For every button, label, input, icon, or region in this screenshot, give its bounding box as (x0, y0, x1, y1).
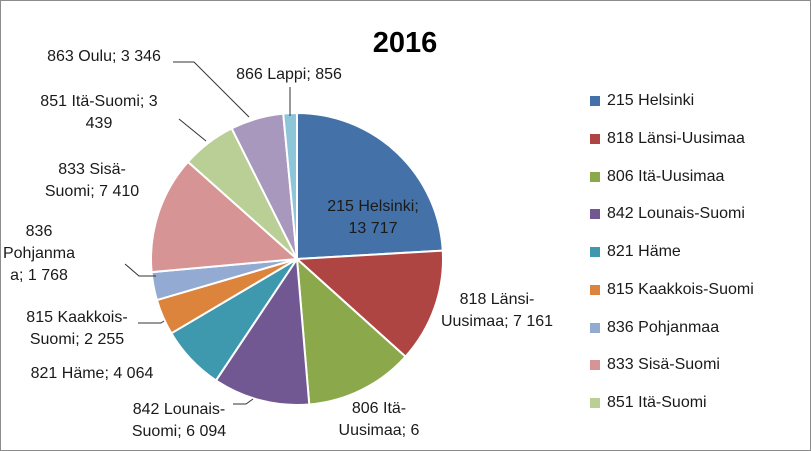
legend-label: 815 Kaakkois-Suomi (607, 280, 754, 298)
legend-label: 851 Itä-Suomi (607, 394, 707, 411)
data-label-806-ita-uusimaa: 806 Itä-Uusimaa; 6 (339, 400, 420, 439)
data-labels: 215 Helsinki; 13 717 818 Länsi-Uusimaa; 7 … (3, 48, 553, 440)
legend-item-851-ita-suomi: 851 Itä-Suomi (590, 391, 707, 415)
data-label-833-sisa-suomi: 833 Sisä-Suomi; 7 410 (45, 161, 139, 200)
legend-swatch (590, 209, 600, 220)
slice-842-lounais-suomi (214, 256, 311, 406)
chart-title: 2016 (373, 27, 438, 59)
legend-item-836-pohjanmaa: 836 Pohjanmaa (590, 316, 719, 340)
leader-line-842-lounais-suomi (233, 398, 254, 405)
legend-swatch (590, 133, 600, 144)
slice-833-sisa-suomi (150, 160, 300, 274)
data-label-215-helsinki: 215 Helsinki; 13 717 (327, 198, 419, 237)
data-label-851-ita-suomi: 851 Itä-Suomi; 3 439 (40, 93, 158, 132)
leader-lines (124, 61, 291, 405)
legend-item-815-kaakkois-suomi: 815 Kaakkois-Suomi (590, 278, 754, 302)
leader-line-863-oulu (173, 61, 250, 118)
data-label-818-lansi-uusimaa: 818 Länsi-Uusimaa; 7 161 (441, 291, 553, 330)
legend-item-833-sisa-suomi: 833 Sisä-Suomi (590, 353, 720, 377)
legend-swatch (590, 284, 600, 295)
data-label-842-lounais-suomi: 842 Lounais-Suomi; 6 094 (132, 401, 226, 440)
slice-215-helsinki (296, 111, 444, 261)
legend-label: 833 Sisä-Suomi (607, 356, 720, 374)
legend-label: 806 Itä-Uusimaa (607, 167, 725, 185)
legend-item-818-lansi-uusimaa: 818 Länsi-Uusimaa (590, 127, 745, 151)
data-label-866-lappi: 866 Lappi; 856 (236, 66, 342, 83)
data-label-821-hame: 821 Häme; 4 064 (31, 365, 154, 382)
legend-swatch (590, 322, 600, 333)
pie-slices (150, 111, 444, 406)
legend-item-842-lounais-suomi: 842 Lounais-Suomi (590, 202, 745, 226)
leader-line-815-kaakkois-suomi (138, 320, 165, 324)
legend-item-806-ita-uusimaa: 806 Itä-Uusimaa (590, 165, 724, 189)
legend-item-215-helsinki: 215 Helsinki (590, 89, 694, 113)
legend-swatch (590, 247, 600, 257)
legend-swatch (590, 96, 600, 106)
legend-swatch (590, 398, 600, 408)
legend-swatch (590, 360, 600, 371)
legend-item-821-hame: 821 Häme (590, 240, 681, 264)
data-label-836-pohjanmaa: 836 Pohjanma a; 1 768 (3, 223, 75, 284)
slice-818-lansi-uusimaa (294, 249, 444, 359)
legend-label: 821 Häme (607, 243, 681, 260)
slice-806-ita-uusimaa (295, 256, 407, 406)
legend-label: 215 Helsinki (607, 92, 695, 109)
legend-label: 836 Pohjanmaa (607, 318, 720, 336)
leader-line-836-pohjanmaa (124, 263, 156, 277)
data-label-815-kaakkois-suomi: 815 Kaakkois-Suomi; 2 255 (26, 309, 127, 348)
data-label-863-oulu: 863 Oulu; 3 346 (47, 48, 161, 65)
legend-swatch (590, 171, 600, 182)
legend-label: 842 Lounais-Suomi (607, 205, 745, 223)
legend-label: 818 Länsi-Uusimaa (607, 129, 745, 147)
leader-line-851-ita-suomi (178, 118, 207, 142)
